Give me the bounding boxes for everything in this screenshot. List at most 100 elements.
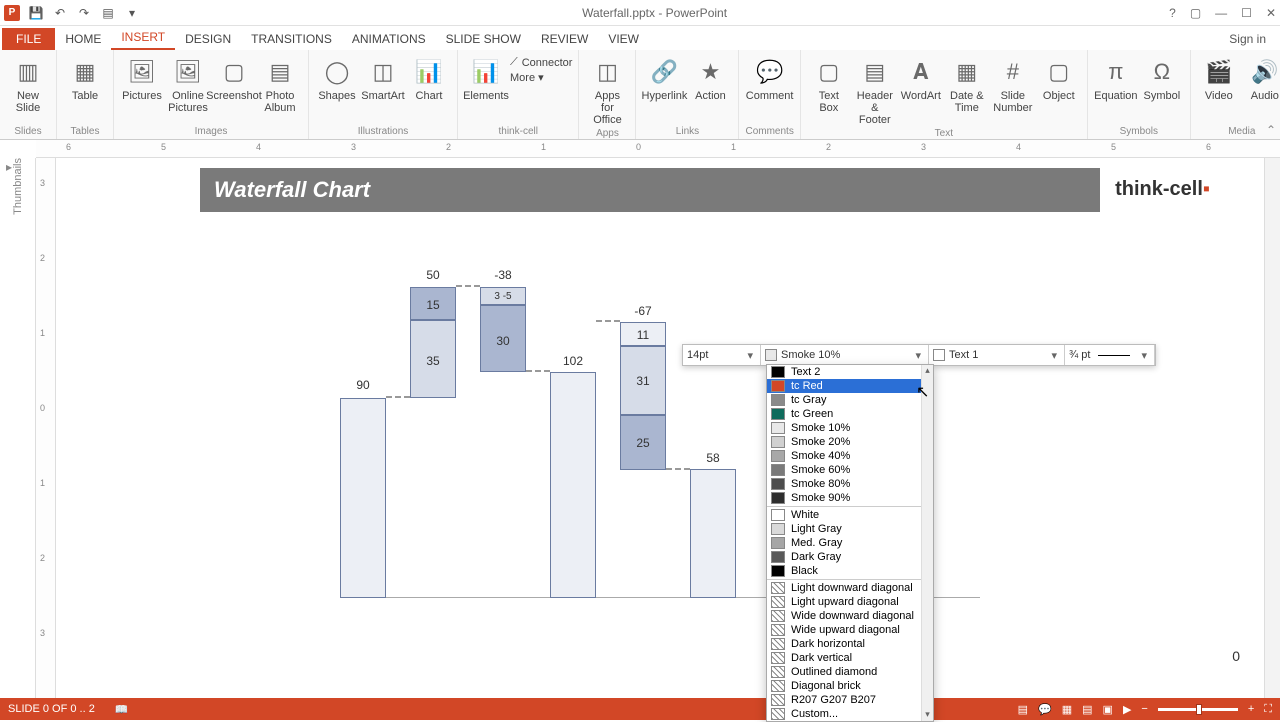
color-option[interactable]: Custom... bbox=[767, 707, 933, 721]
color-option[interactable]: Light upward diagonal bbox=[767, 595, 933, 609]
symbol-button[interactable]: ΩSymbol bbox=[1140, 54, 1184, 104]
apps-button[interactable]: ◫Apps for Office bbox=[585, 54, 629, 128]
think-cell-toolbar[interactable]: 14pt▾ Smoke 10%▾ Text 1▾ ¾ pt▾ bbox=[682, 344, 1156, 366]
tab-home[interactable]: HOME bbox=[55, 28, 111, 50]
smartart-button[interactable]: ◫SmartArt bbox=[361, 54, 405, 104]
tab-insert[interactable]: INSERT bbox=[111, 26, 175, 50]
color-option[interactable]: tc Red bbox=[767, 379, 933, 393]
color-option[interactable]: Smoke 80% bbox=[767, 477, 933, 491]
color-option[interactable]: Dark vertical bbox=[767, 651, 933, 665]
screenshot-button[interactable]: ▢Screenshot bbox=[212, 54, 256, 104]
normal-view-icon[interactable]: ▦ bbox=[1062, 703, 1072, 716]
tab-view[interactable]: VIEW bbox=[598, 28, 649, 50]
chart-button[interactable]: 📊Chart bbox=[407, 54, 451, 104]
color-option[interactable]: Smoke 90% bbox=[767, 491, 933, 505]
line-weight-select[interactable]: ¾ pt▾ bbox=[1065, 345, 1155, 365]
action-button[interactable]: ★Action bbox=[688, 54, 732, 104]
audio-button[interactable]: 🔊Audio bbox=[1243, 54, 1280, 104]
more-button[interactable]: More ▾ bbox=[510, 71, 572, 84]
zoom-out-icon[interactable]: − bbox=[1141, 703, 1147, 715]
font-size-select[interactable]: 14pt▾ bbox=[683, 345, 761, 365]
text-color-select[interactable]: Text 1▾ bbox=[929, 345, 1065, 365]
spellcheck-icon[interactable]: 📖 bbox=[115, 703, 129, 716]
color-option[interactable]: tc Green bbox=[767, 407, 933, 421]
textbox-button[interactable]: ▢Text Box bbox=[807, 54, 851, 116]
save-icon[interactable]: 💾 bbox=[28, 5, 44, 21]
elements-button[interactable]: 📊Elements bbox=[464, 54, 508, 104]
comments-button[interactable]: 💬 bbox=[1038, 703, 1052, 716]
color-option[interactable]: Wide upward diagonal bbox=[767, 623, 933, 637]
color-option[interactable]: Black bbox=[767, 564, 933, 578]
close-icon[interactable]: ✕ bbox=[1266, 6, 1276, 20]
collapse-ribbon-icon[interactable]: ⌃ bbox=[1266, 123, 1276, 137]
equation-button[interactable]: πEquation bbox=[1094, 54, 1138, 104]
color-option[interactable]: Text 2 bbox=[767, 365, 933, 379]
zoom-in-icon[interactable]: + bbox=[1248, 703, 1254, 715]
fill-color-select[interactable]: Smoke 10%▾ bbox=[761, 345, 929, 365]
color-option[interactable]: Wide downward diagonal bbox=[767, 609, 933, 623]
bar-2-seg1-label: 15 bbox=[413, 298, 453, 312]
object-button[interactable]: ▢Object bbox=[1037, 54, 1081, 104]
maximize-icon[interactable]: ☐ bbox=[1241, 6, 1252, 20]
color-option[interactable]: Light Gray bbox=[767, 522, 933, 536]
photo-album-button[interactable]: ▤Photo Album bbox=[258, 54, 302, 116]
ribbon-options-icon[interactable]: ▢ bbox=[1190, 6, 1201, 20]
table-button[interactable]: ▦Table bbox=[63, 54, 107, 104]
thumbnails-panel[interactable]: ▸ Thumbnails bbox=[0, 158, 36, 698]
tab-animations[interactable]: ANIMATIONS bbox=[342, 28, 436, 50]
video-button[interactable]: 🎬Video bbox=[1197, 54, 1241, 104]
color-option[interactable]: Diagonal brick bbox=[767, 679, 933, 693]
sign-in-link[interactable]: Sign in bbox=[1217, 28, 1278, 50]
color-option[interactable]: Smoke 20% bbox=[767, 435, 933, 449]
notes-button[interactable]: ▤ bbox=[1018, 703, 1028, 716]
tab-slideshow[interactable]: SLIDE SHOW bbox=[436, 28, 531, 50]
header-footer-button[interactable]: ▤Header & Footer bbox=[853, 54, 897, 128]
color-option[interactable]: Light downward diagonal bbox=[767, 581, 933, 595]
start-slideshow-icon[interactable]: ▤ bbox=[100, 5, 116, 21]
new-slide-button[interactable]: ▥New Slide bbox=[6, 54, 50, 116]
help-icon[interactable]: ? bbox=[1169, 6, 1176, 20]
color-option[interactable]: Outlined diamond bbox=[767, 665, 933, 679]
bar-6[interactable] bbox=[690, 469, 736, 598]
color-option[interactable]: Smoke 40% bbox=[767, 449, 933, 463]
comment-button[interactable]: 💬Comment bbox=[748, 54, 792, 104]
qat-dropdown-icon[interactable]: ▾ bbox=[124, 5, 140, 21]
reading-view-icon[interactable]: ▣ bbox=[1103, 703, 1113, 716]
color-option[interactable]: Med. Gray bbox=[767, 536, 933, 550]
fit-window-icon[interactable]: ⛶ bbox=[1264, 703, 1272, 716]
tab-transitions[interactable]: TRANSITIONS bbox=[241, 28, 342, 50]
color-option[interactable]: Smoke 60% bbox=[767, 463, 933, 477]
bar-1[interactable] bbox=[340, 398, 386, 598]
color-option[interactable]: Dark horizontal bbox=[767, 637, 933, 651]
vertical-scrollbar[interactable] bbox=[1264, 158, 1280, 698]
connector-button[interactable]: ⟋Connector bbox=[510, 56, 572, 69]
sorter-view-icon[interactable]: ▤ bbox=[1082, 703, 1092, 716]
wordart-button[interactable]: 𝐀WordArt bbox=[899, 54, 943, 104]
scroll-down-icon[interactable]: ▾ bbox=[922, 709, 933, 721]
hyperlink-button[interactable]: 🔗Hyperlink bbox=[642, 54, 686, 104]
color-option[interactable]: R207 G207 B207 bbox=[767, 693, 933, 707]
minimize-icon[interactable]: — bbox=[1215, 6, 1227, 20]
dropdown-scrollbar[interactable]: ▴ ▾ bbox=[921, 365, 933, 721]
online-pictures-button[interactable]: 🖼Online Pictures bbox=[166, 54, 210, 116]
bar-4[interactable] bbox=[550, 372, 596, 598]
tab-design[interactable]: DESIGN bbox=[175, 28, 241, 50]
color-option[interactable]: Smoke 10% bbox=[767, 421, 933, 435]
scroll-up-icon[interactable]: ▴ bbox=[922, 365, 933, 377]
slidenumber-button[interactable]: #Slide Number bbox=[991, 54, 1035, 116]
bar-3-total: -38 bbox=[483, 268, 523, 282]
slideshow-view-icon[interactable]: ▶ bbox=[1123, 703, 1131, 716]
tab-file[interactable]: FILE bbox=[2, 28, 55, 50]
datetime-button[interactable]: ▦Date & Time bbox=[945, 54, 989, 116]
redo-icon[interactable]: ↷ bbox=[76, 5, 92, 21]
pictures-button[interactable]: 🖼Pictures bbox=[120, 54, 164, 104]
color-option[interactable]: Dark Gray bbox=[767, 550, 933, 564]
color-option[interactable]: tc Gray bbox=[767, 393, 933, 407]
fill-color-dropdown[interactable]: Text 2tc Redtc Graytc GreenSmoke 10%Smok… bbox=[766, 364, 934, 722]
undo-icon[interactable]: ↶ bbox=[52, 5, 68, 21]
statusbar: SLIDE 0 OF 0 .. 2 📖 ▤ 💬 ▦ ▤ ▣ ▶ − + ⛶ bbox=[0, 698, 1280, 720]
shapes-button[interactable]: ◯Shapes bbox=[315, 54, 359, 104]
zoom-slider[interactable] bbox=[1158, 708, 1238, 711]
color-option[interactable]: White bbox=[767, 508, 933, 522]
tab-review[interactable]: REVIEW bbox=[531, 28, 598, 50]
